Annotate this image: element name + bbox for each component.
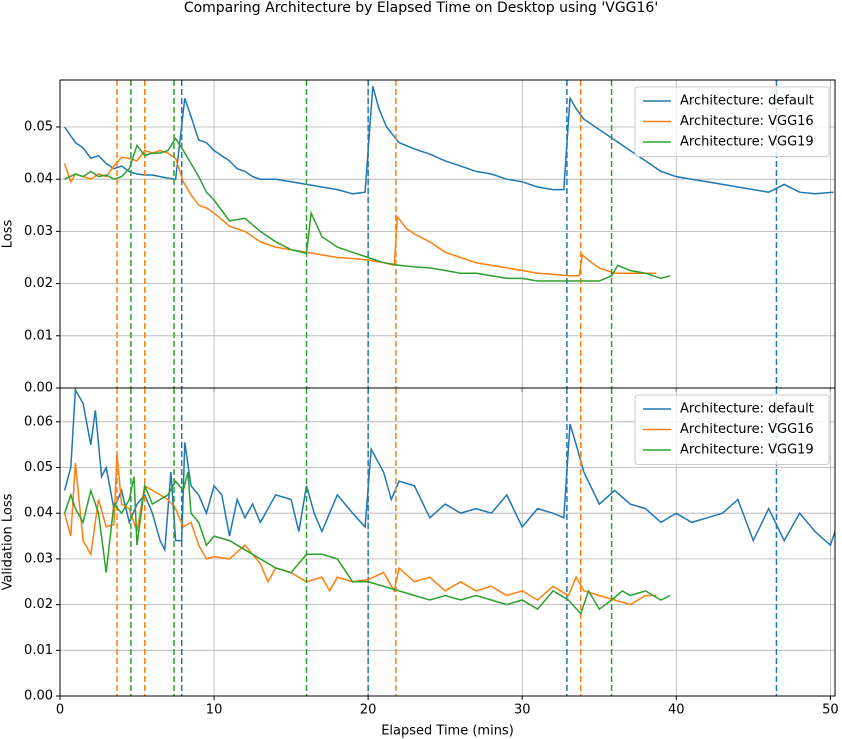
x-tick-label: 30 (514, 703, 531, 718)
x-axis-label: Elapsed Time (mins) (381, 724, 514, 739)
x-tick-label: 50 (822, 703, 839, 718)
plot-area (63, 388, 835, 696)
legend-label: Architecture: VGG19 (680, 443, 814, 458)
chart-title: Comparing Architecture by Elapsed Time o… (184, 0, 658, 16)
axes-frame (59, 387, 836, 697)
y-tick-label: 0.03 (24, 551, 53, 566)
y-tick-label: 0.00 (24, 689, 53, 704)
legend-label: Architecture: VGG16 (680, 422, 814, 437)
series-line (63, 149, 657, 277)
y-tick-label: 0.03 (24, 224, 53, 239)
y-tick-label: 0.05 (24, 119, 53, 134)
legend-box (634, 86, 830, 157)
y-tick-label: 0.01 (24, 328, 53, 343)
legend-label: Architecture: default (680, 94, 814, 109)
y-tick-label: 0.02 (24, 276, 53, 291)
y-axis-label: Loss (1, 220, 16, 249)
series-line (63, 388, 835, 553)
legend-label: Architecture: default (680, 402, 814, 417)
plot-area (63, 80, 834, 388)
y-axis-label: Validation Loss (1, 493, 16, 590)
series-line (64, 137, 671, 282)
y-tick-label: 0.02 (24, 597, 53, 612)
y-tick-label: 0.01 (24, 643, 53, 658)
x-tick-label: 10 (206, 703, 223, 718)
legend-label: Architecture: VGG16 (680, 114, 814, 129)
y-tick-label: 0.00 (24, 381, 53, 396)
y-tick-label: 0.05 (24, 460, 53, 475)
x-tick-label: 20 (360, 703, 377, 718)
series-line (63, 86, 834, 195)
legend-box (634, 394, 830, 465)
x-tick-label: 40 (668, 703, 685, 718)
y-tick-label: 0.04 (24, 506, 53, 521)
legend-label: Architecture: VGG19 (680, 135, 814, 150)
y-tick-label: 0.04 (24, 172, 53, 187)
y-tick-label: 0.06 (24, 414, 53, 429)
series-line (63, 471, 671, 616)
x-tick-label: 0 (56, 703, 64, 718)
